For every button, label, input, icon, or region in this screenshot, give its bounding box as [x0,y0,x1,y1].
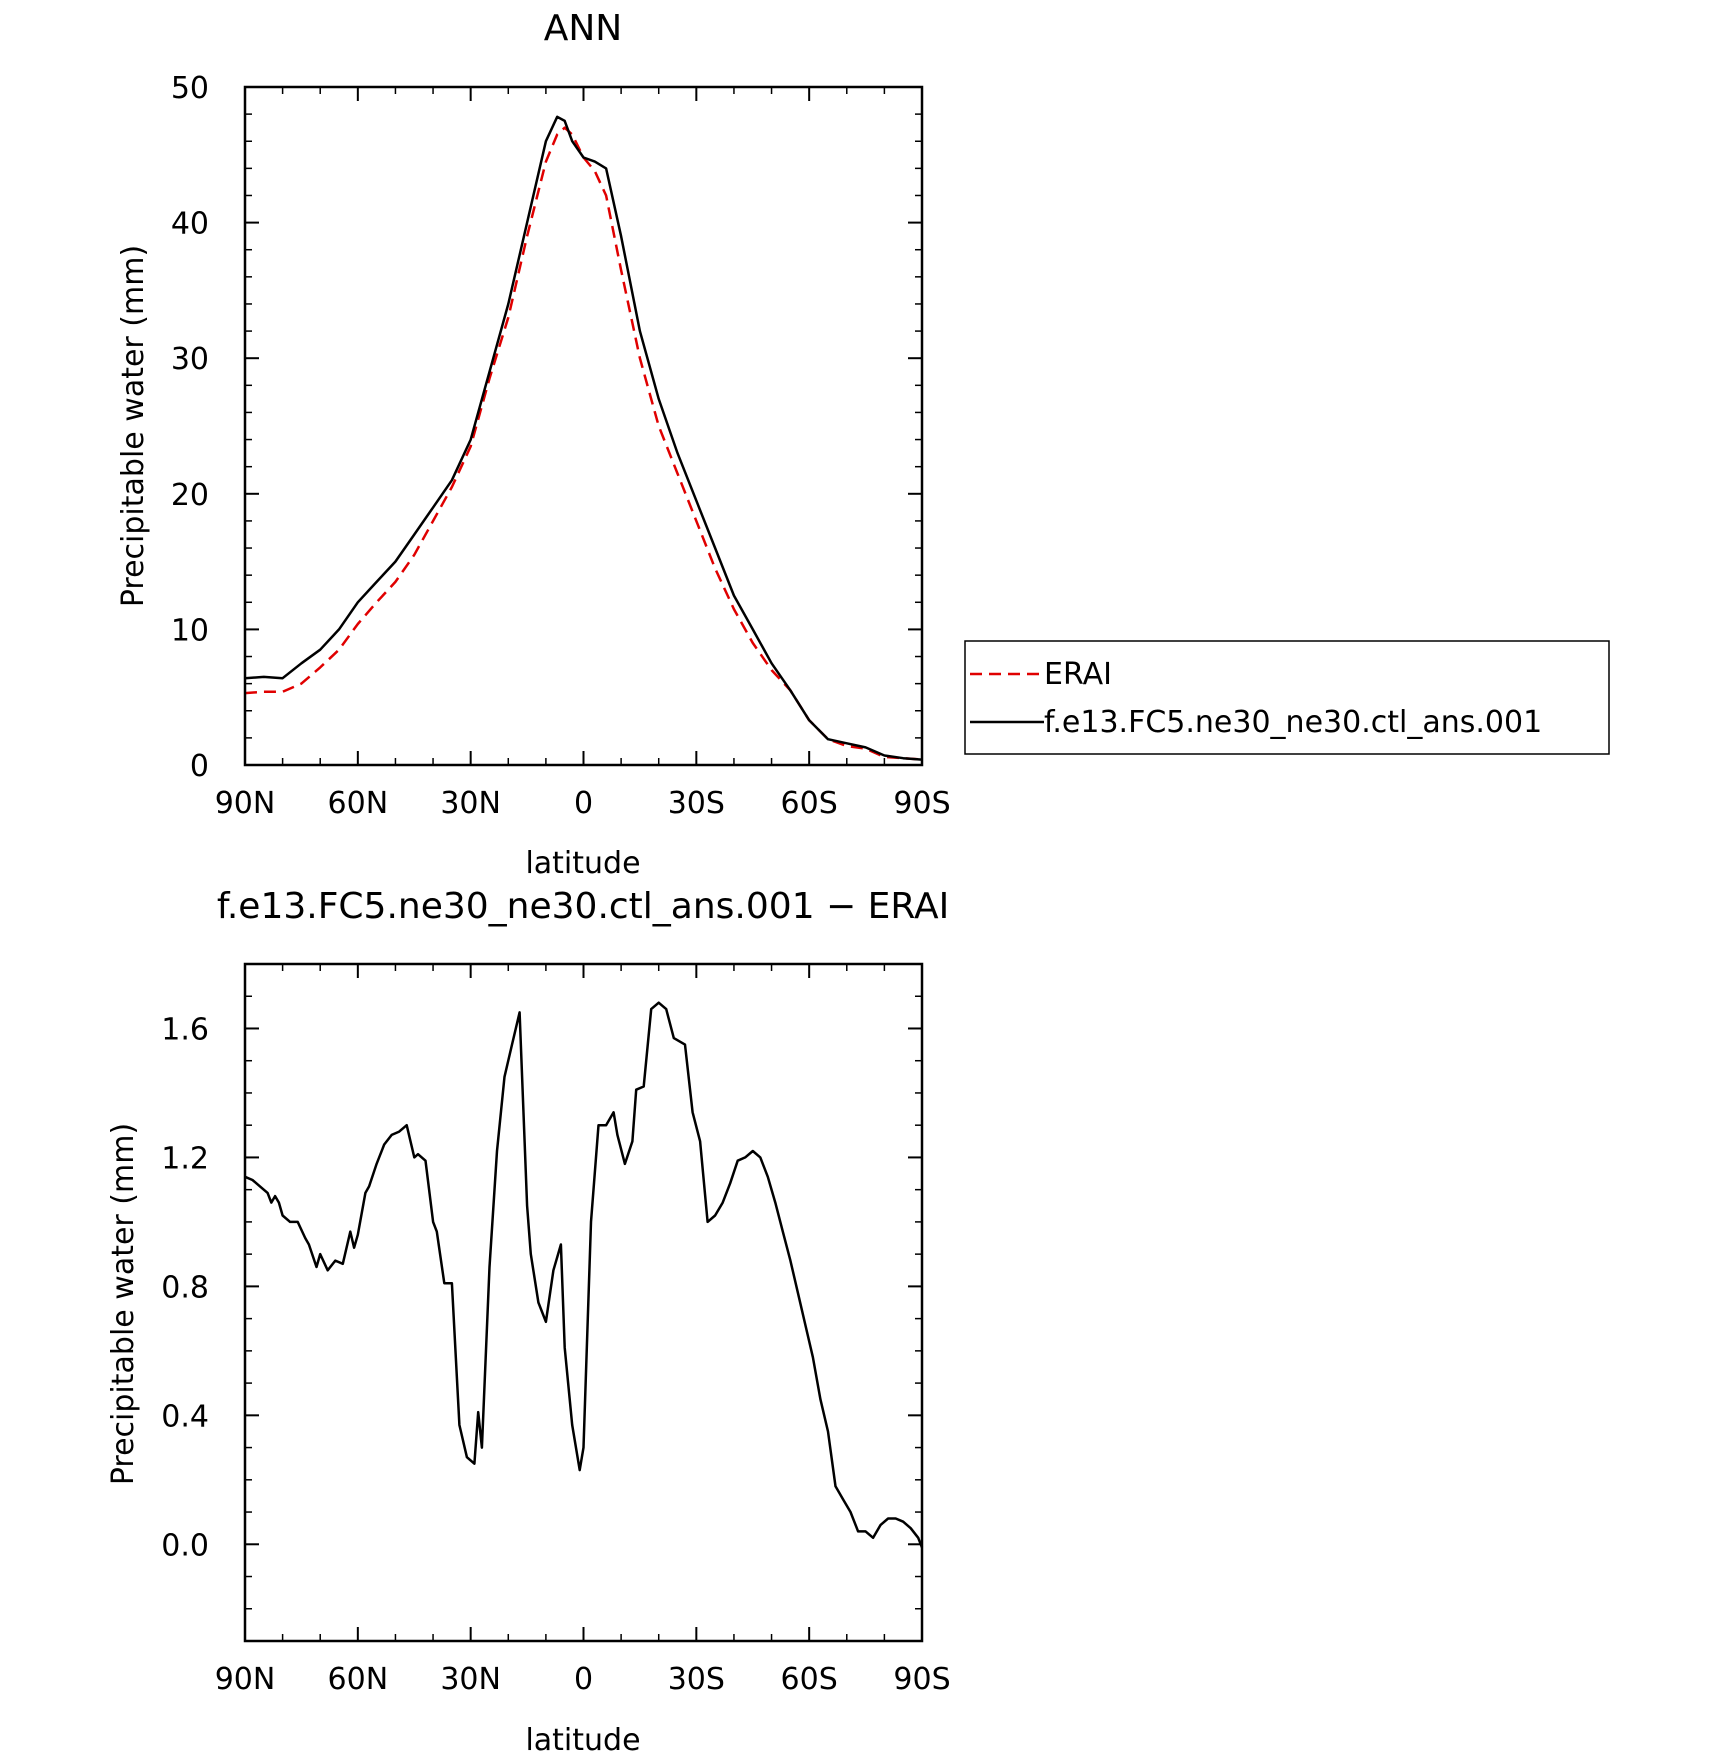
x-tick-label: 30S [668,786,725,821]
top-series-line-f-e13-fc5-ne30-ne30-ctl-ans-001 [244,115,923,761]
bottom-series [244,1001,924,1548]
x-tick-label: 60S [781,786,838,821]
legend: ERAI f.e13.FC5.ne30_ne30.ctl_ans.001 [964,640,1610,755]
plot-frame-top [243,85,924,767]
x-tick-label: 60S [781,1662,838,1697]
x-tick-label: 30N [440,1662,501,1697]
x-tick-label: 90S [893,1662,950,1697]
y-axis-label-top: Precipitable water (mm) [116,245,151,607]
y-tick-label: 30 [171,342,209,377]
y-tick-label: 0.8 [161,1270,209,1305]
y-tick-label: 0 [190,749,209,784]
x-tick-label: 30S [668,1662,725,1697]
chart-title-top: ANN [544,8,623,49]
x-tick-label: 60N [328,1662,389,1697]
legend-label-model: f.e13.FC5.ne30_ne30.ctl_ans.001 [1044,705,1542,740]
y-tick-label: 50 [171,71,209,106]
x-axis-label-top: latitude [525,846,640,881]
y-tick-label: 40 [171,207,209,242]
y-tick-label: 1.6 [161,1012,209,1047]
y-axis-label-bottom: Precipitable water (mm) [106,1123,141,1485]
bottom-ticks: 90N 60N 30N 0 30S 60S 90S 0.0 0.4 0.8 1.2 1.6 [161,963,951,1697]
x-tick-label: 30N [440,786,501,821]
top-series [244,115,923,761]
x-axis-label-bottom: latitude [525,1723,640,1758]
y-tick-label: 1.2 [161,1141,209,1176]
x-tick-label: 0 [574,1662,593,1697]
y-tick-label: 20 [171,478,209,513]
x-tick-label: 60N [328,786,389,821]
x-tick-label: 90N [215,786,276,821]
x-tick-label: 90N [215,1662,276,1697]
y-tick-label: 0.4 [161,1399,209,1434]
chart-panel-bottom: f.e13.FC5.ne30_ne30.ctl_ans.001 − ERAI 9… [106,886,951,1758]
x-tick-label: 90S [893,786,950,821]
chart-title-bottom: f.e13.FC5.ne30_ne30.ctl_ans.001 − ERAI [217,886,949,927]
plot-frame-bottom [243,962,924,1643]
top-series-line-erai [244,126,923,761]
legend-label-erai: ERAI [1044,657,1112,692]
y-tick-label: 0.0 [161,1528,209,1563]
top-ticks: 90N 60N 30N 0 30S 60S 90S 0 10 20 30 40 50 [171,71,951,821]
y-tick-label: 10 [171,613,209,648]
legend-box [964,640,1610,755]
x-tick-label: 0 [574,786,593,821]
bottom-series-line-0 [244,1001,924,1548]
chart-panel-top: ANN 90N 60N 30N 0 30S 60S 90S 0 10 20 30 40 50 latit… [116,8,951,881]
